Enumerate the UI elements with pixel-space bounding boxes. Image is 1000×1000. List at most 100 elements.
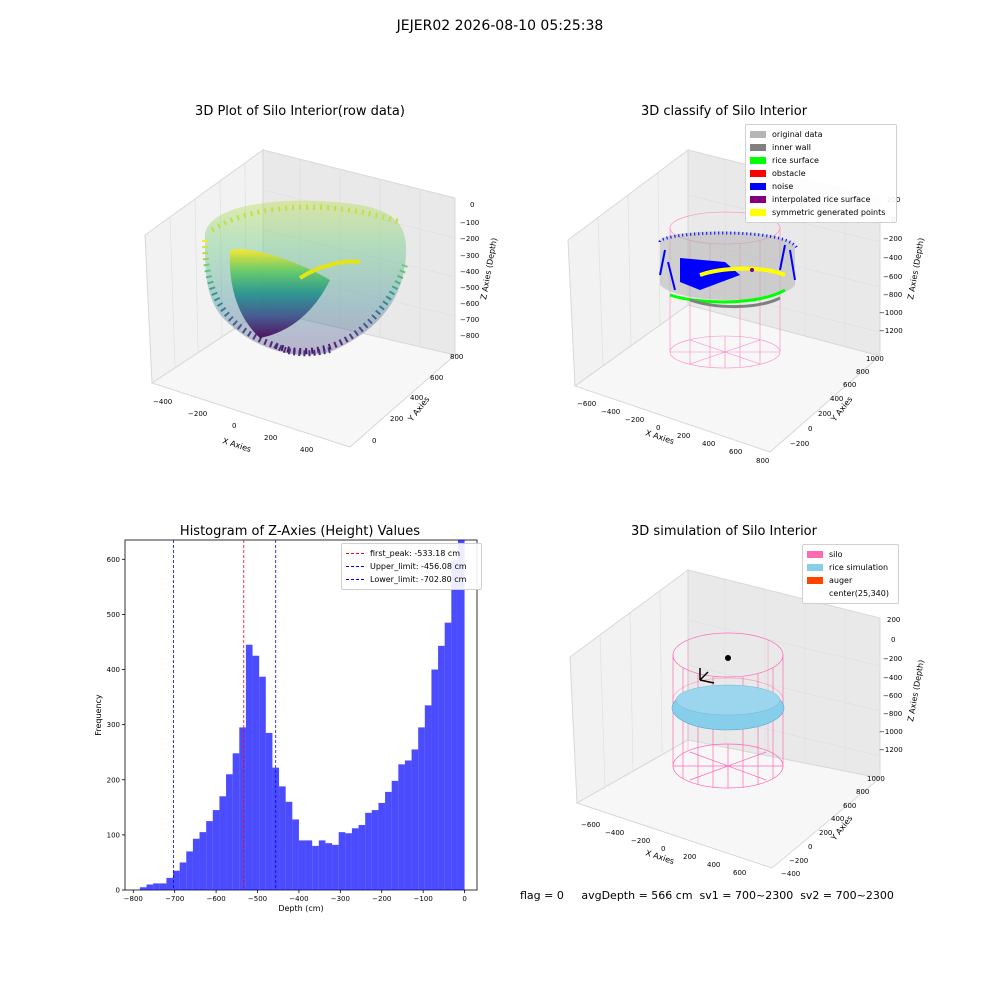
plot2-xtick: 200 bbox=[677, 432, 690, 440]
histogram-bar bbox=[232, 753, 240, 890]
legend-swatch bbox=[807, 590, 823, 597]
plot4-xtick: −200 bbox=[631, 837, 650, 845]
plot2-ylabel: Y Axies bbox=[829, 395, 855, 424]
plot2-ytick: 0 bbox=[808, 425, 812, 433]
histogram-bar bbox=[305, 840, 313, 890]
histogram-ytick-label: 500 bbox=[107, 611, 120, 619]
legend-label: rice surface bbox=[772, 156, 819, 165]
plot1-ztick: −300 bbox=[460, 252, 479, 260]
plot1-ztick: −500 bbox=[460, 284, 479, 292]
histogram-bar bbox=[245, 644, 253, 890]
plot4-auger bbox=[699, 668, 715, 684]
histogram-bar bbox=[279, 786, 286, 890]
histogram-bar bbox=[358, 824, 366, 890]
plot2-ztick: −400 bbox=[883, 254, 902, 262]
plot2-zlabel: Z Axies (Depth) bbox=[906, 237, 926, 300]
plot2-xticks: −600 −400 −200 0 200 400 600 800 bbox=[577, 400, 769, 465]
plot4-ytick: 200 bbox=[819, 829, 832, 837]
histogram-ylabel: Frequency bbox=[94, 694, 103, 736]
histogram-bar bbox=[438, 645, 445, 890]
plot1-ztick: −800 bbox=[460, 332, 479, 340]
histogram-bar bbox=[444, 622, 452, 890]
histogram-title: Histogram of Z-Axies (Height) Values bbox=[179, 524, 421, 539]
histogram-ytick-label: 600 bbox=[107, 556, 120, 564]
plot1-xtick: −400 bbox=[153, 398, 172, 406]
plot1-ztick: −700 bbox=[460, 316, 479, 324]
plot4-zlabel: Z Axies (Depth) bbox=[906, 659, 926, 722]
legend-line bbox=[346, 566, 364, 567]
histogram-bar bbox=[325, 843, 333, 890]
legend-label: center(25,340) bbox=[829, 589, 889, 598]
legend-label: obstacle bbox=[772, 169, 806, 178]
legend-label: noise bbox=[772, 182, 794, 191]
histogram-xtick-label: −600 bbox=[206, 895, 225, 903]
histogram-bar bbox=[451, 560, 458, 890]
legend-label: silo bbox=[829, 550, 843, 559]
histogram-frame bbox=[124, 539, 478, 891]
legend-item: silo bbox=[807, 548, 894, 561]
legend-line bbox=[346, 579, 364, 580]
plot4-xtick: 600 bbox=[733, 869, 746, 877]
plot4-ytick: −400 bbox=[781, 870, 800, 878]
plot4-xtick: 0 bbox=[661, 845, 665, 853]
histogram-ytick-label: 0 bbox=[116, 887, 120, 895]
plot1-xlabel: X Axies bbox=[221, 436, 252, 454]
legend-swatch bbox=[750, 157, 766, 164]
legend-item: inner wall bbox=[750, 141, 892, 154]
plot2-ytick: 400 bbox=[830, 395, 843, 403]
histogram-xtick-label: −800 bbox=[124, 895, 143, 903]
histogram-xtick-label: −200 bbox=[372, 895, 391, 903]
histogram-ytick-label: 200 bbox=[107, 776, 120, 784]
histogram-xtick-label: −300 bbox=[331, 895, 350, 903]
plot1-zticks: 0 −100 −200 −300 −400 −500 −600 −700 −80… bbox=[460, 201, 479, 340]
plot1-xticks: −400 −200 0 200 400 bbox=[153, 398, 313, 454]
plot4-xlabel: X Axies bbox=[644, 848, 675, 866]
plot4-ytick: 800 bbox=[856, 788, 869, 796]
plot1-ytick: 400 bbox=[410, 394, 423, 402]
plot2-ztick: −800 bbox=[883, 291, 902, 299]
plot4-yticks: −400 −200 0 200 400 600 800 1000 bbox=[781, 775, 885, 878]
histogram-yticks: 0 100 200 300 400 500 600 bbox=[107, 556, 125, 895]
histogram-bar bbox=[457, 540, 465, 890]
plot2-ztick: −1000 bbox=[879, 309, 903, 317]
histogram-bar bbox=[239, 727, 246, 890]
plot4-panes bbox=[569, 569, 882, 869]
histogram-ytick-label: 400 bbox=[107, 666, 120, 674]
histogram-xtick-label: −100 bbox=[414, 895, 433, 903]
histogram-bar bbox=[318, 840, 326, 890]
histogram-bar bbox=[411, 749, 419, 890]
plot4-ztick: 200 bbox=[887, 616, 900, 624]
histogram-bar bbox=[431, 669, 439, 890]
plot1-gridlines bbox=[169, 159, 456, 369]
plot4-xtick: −400 bbox=[605, 829, 624, 837]
plot4-legend: silo rice simulation auger center(25,340… bbox=[802, 544, 899, 604]
plot4-silo-wireframe bbox=[672, 632, 784, 789]
plot1-ztick: −400 bbox=[460, 268, 479, 276]
plot1-xtick: 200 bbox=[264, 434, 277, 442]
plot2-legend: original data inner wall rice surface ob… bbox=[745, 124, 897, 223]
histogram-bar bbox=[159, 883, 167, 890]
plot2-silo-wireframe bbox=[669, 211, 781, 369]
histogram-bar bbox=[338, 832, 346, 890]
plot1-title: 3D Plot of Silo Interior(row data) bbox=[195, 104, 405, 119]
plot1-ztick: −600 bbox=[460, 300, 479, 308]
histogram-ytick-label: 300 bbox=[107, 721, 120, 729]
plot4-ztick: 0 bbox=[891, 636, 895, 644]
histogram-bar bbox=[378, 802, 386, 890]
plot1-yticks: 0 200 400 600 800 bbox=[372, 353, 463, 445]
legend-item: center(25,340) bbox=[807, 587, 894, 600]
histogram-xtick-label: −500 bbox=[248, 895, 267, 903]
plot2-xtick: 600 bbox=[729, 448, 742, 456]
plot1-ytick: 600 bbox=[430, 374, 443, 382]
histogram-bar bbox=[418, 727, 425, 890]
plot1-xtick: 400 bbox=[300, 446, 313, 454]
legend-item: rice surface bbox=[750, 154, 892, 167]
plot4-ytick: 600 bbox=[843, 802, 856, 810]
legend-label: Upper_limit: -456.08 cm bbox=[370, 562, 467, 571]
histogram-bar bbox=[192, 838, 200, 890]
plot4-title: 3D simulation of Silo Interior bbox=[631, 524, 817, 539]
plot4-ytick: 400 bbox=[831, 815, 844, 823]
plot2-xtick: −400 bbox=[601, 408, 620, 416]
plot1-ztick: 0 bbox=[470, 201, 474, 209]
plot1-ztick: −200 bbox=[460, 235, 479, 243]
